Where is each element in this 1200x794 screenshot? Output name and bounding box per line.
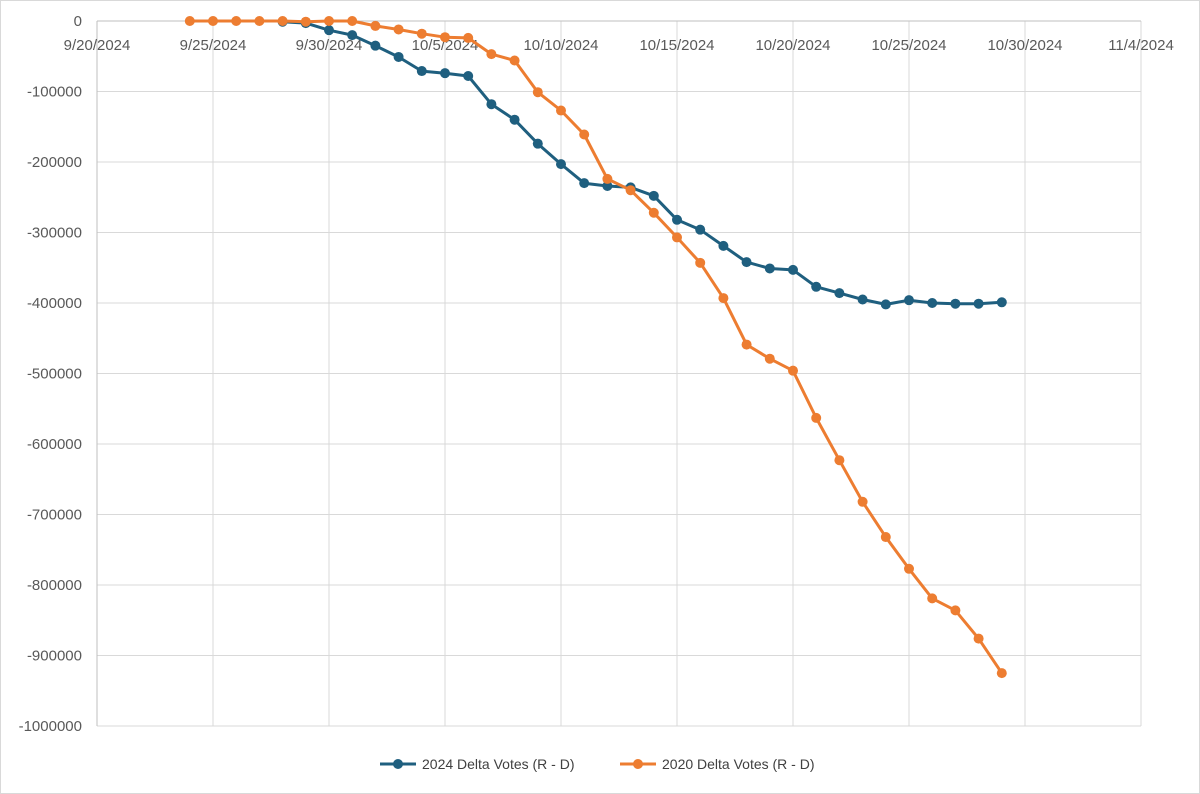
data-point bbox=[811, 281, 822, 292]
series-layer bbox=[184, 16, 1007, 679]
data-point bbox=[718, 293, 729, 304]
data-point bbox=[509, 114, 520, 125]
data-point bbox=[579, 129, 590, 140]
x-tick-label: 9/25/2024 bbox=[180, 37, 247, 54]
y-tick-label: -700000 bbox=[27, 507, 82, 524]
data-point bbox=[811, 412, 822, 423]
data-point bbox=[463, 70, 474, 81]
data-point bbox=[788, 264, 798, 275]
legend-marker bbox=[633, 759, 643, 769]
legend-label: 2020 Delta Votes (R - D) bbox=[662, 756, 815, 772]
y-axis-tick-labels: 0 -100000 -200000 -300000 -400000 -500000 -600… bbox=[19, 13, 82, 735]
data-point bbox=[532, 87, 543, 98]
x-tick-label: 10/25/2024 bbox=[871, 37, 946, 54]
data-point bbox=[509, 55, 520, 66]
x-tick-label: 10/30/2024 bbox=[987, 37, 1062, 54]
x-tick-label: 10/15/2024 bbox=[639, 37, 714, 54]
data-point bbox=[579, 178, 590, 189]
data-point bbox=[416, 28, 427, 39]
data-point bbox=[556, 105, 566, 116]
legend-label: 2024 Delta Votes (R - D) bbox=[422, 756, 575, 772]
data-point bbox=[950, 298, 961, 309]
y-tick-label: -300000 bbox=[27, 225, 82, 242]
y-tick-label: -400000 bbox=[27, 295, 82, 312]
data-point bbox=[950, 605, 961, 616]
data-point bbox=[602, 173, 613, 184]
data-point bbox=[602, 180, 613, 191]
y-tick-label: -500000 bbox=[27, 366, 82, 383]
data-point bbox=[300, 16, 311, 27]
data-point bbox=[672, 214, 682, 225]
x-tick-label: 11/4/2024 bbox=[1108, 37, 1174, 54]
data-point bbox=[672, 232, 682, 243]
data-point bbox=[718, 240, 729, 251]
data-point bbox=[393, 51, 404, 62]
x-tick-label: 10/10/2024 bbox=[523, 37, 598, 54]
data-point bbox=[973, 633, 984, 644]
data-point bbox=[324, 16, 334, 26]
y-tick-label: 0 bbox=[74, 13, 82, 30]
y-tick-label: -600000 bbox=[27, 436, 82, 453]
data-point bbox=[996, 668, 1007, 679]
y-tick-label: -1000000 bbox=[19, 718, 82, 735]
data-point bbox=[231, 16, 242, 26]
data-point bbox=[764, 263, 775, 274]
data-point bbox=[695, 257, 706, 268]
y-tick-label: -800000 bbox=[27, 577, 82, 594]
data-point bbox=[370, 20, 381, 31]
x-tick-label: 9/30/2024 bbox=[296, 37, 363, 54]
data-point bbox=[254, 16, 265, 26]
data-point bbox=[973, 298, 984, 309]
data-point bbox=[904, 563, 914, 574]
data-point bbox=[927, 593, 938, 604]
legend: 2024 Delta Votes (R - D) 2020 Delta Votes… bbox=[380, 756, 815, 772]
x-axis-tick-labels: 9/20/2024 9/25/2024 9/30/2024 10/5/2024 10/1… bbox=[64, 37, 1174, 54]
data-point bbox=[184, 16, 195, 26]
data-point bbox=[277, 16, 288, 26]
data-point bbox=[764, 353, 775, 364]
data-point bbox=[857, 294, 868, 305]
data-point bbox=[625, 185, 636, 196]
y-tick-label: -200000 bbox=[27, 154, 82, 171]
data-point bbox=[880, 299, 891, 310]
data-point bbox=[834, 455, 845, 466]
data-point bbox=[741, 339, 752, 350]
data-point bbox=[788, 365, 798, 376]
data-point bbox=[648, 190, 659, 201]
legend-item: 2020 Delta Votes (R - D) bbox=[620, 756, 815, 772]
legend-marker bbox=[393, 759, 403, 769]
data-point bbox=[393, 24, 404, 35]
data-point bbox=[741, 257, 752, 268]
series-2020 bbox=[184, 16, 1007, 679]
data-point bbox=[648, 207, 659, 218]
data-point bbox=[440, 32, 450, 43]
data-point bbox=[324, 25, 334, 36]
y-tick-label: -900000 bbox=[27, 648, 82, 665]
data-point bbox=[857, 496, 868, 507]
x-tick-label: 9/20/2024 bbox=[64, 37, 131, 54]
data-point bbox=[208, 16, 218, 26]
data-point bbox=[532, 138, 543, 149]
y-tick-label: -100000 bbox=[27, 84, 82, 101]
data-point bbox=[927, 298, 938, 308]
data-point bbox=[486, 99, 497, 110]
data-point bbox=[486, 49, 497, 60]
x-tick-label: 10/20/2024 bbox=[755, 37, 830, 54]
legend-item: 2024 Delta Votes (R - D) bbox=[380, 756, 575, 772]
data-point bbox=[695, 224, 706, 235]
data-point bbox=[880, 532, 891, 543]
data-point bbox=[347, 16, 358, 26]
data-point bbox=[416, 66, 427, 77]
data-point bbox=[463, 32, 474, 43]
x-tick-label: 10/5/2024 bbox=[412, 37, 479, 54]
data-point bbox=[834, 288, 845, 299]
data-point bbox=[996, 297, 1007, 308]
data-point bbox=[347, 30, 358, 41]
data-point bbox=[440, 68, 450, 79]
data-point bbox=[904, 295, 914, 306]
data-point bbox=[556, 159, 566, 170]
data-point bbox=[370, 40, 381, 51]
